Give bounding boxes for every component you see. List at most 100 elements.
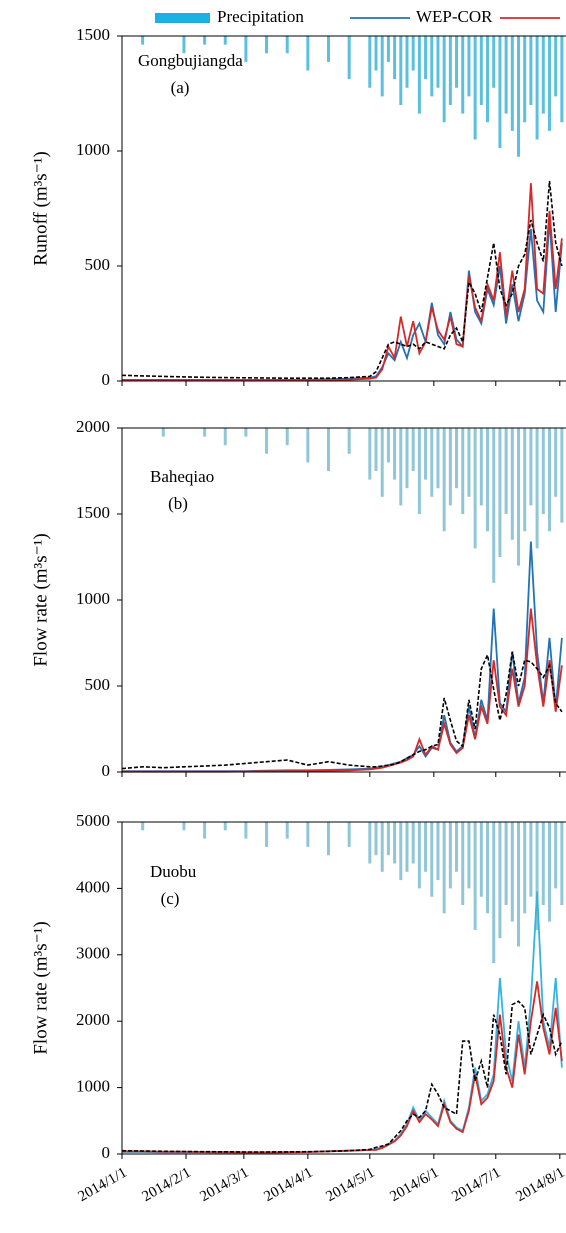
plot-area — [122, 428, 564, 773]
precipitation-bar — [182, 822, 186, 831]
precipitation-bar — [306, 36, 310, 71]
precipitation-bar — [380, 822, 384, 872]
precipitation-bar — [380, 428, 384, 497]
x-tick-label: 2014/5/1 — [323, 1165, 377, 1206]
precipitation-bar — [393, 822, 397, 864]
precipitation-bar — [442, 822, 446, 914]
precipitation-bar — [486, 428, 490, 532]
precipitation-bar — [405, 428, 409, 489]
precipitation-bar — [529, 428, 533, 506]
precipitation-bar — [547, 822, 551, 922]
precipitation-bar — [479, 428, 483, 506]
simulated-line — [122, 981, 563, 1154]
x-tick-label: 2014/6/1 — [387, 1165, 441, 1206]
precipitation-bar — [517, 428, 521, 566]
precipitation-bar — [182, 36, 186, 54]
precipitation-bar — [374, 36, 378, 71]
simulated-line — [122, 541, 563, 772]
y-tick-label: 1000 — [76, 589, 110, 608]
panel-title: Gongbujiangda — [138, 51, 243, 70]
x-tick-label: 2014/3/1 — [197, 1165, 251, 1206]
precipitation-bar — [399, 822, 403, 881]
precipitation-bar — [223, 36, 227, 45]
precipitation-bar — [368, 822, 372, 864]
precipitation-bar — [510, 822, 514, 922]
precipitation-bar — [510, 36, 514, 131]
precipitation-bar — [380, 36, 384, 97]
x-tick-label: 2014/8/1 — [513, 1165, 566, 1206]
precipitation-bar — [461, 428, 465, 514]
precipitation-bar — [306, 428, 310, 463]
precipitation-bar — [374, 822, 378, 856]
precipitation-bar — [417, 36, 421, 114]
y-tick-label: 0 — [102, 370, 111, 389]
panel-label: (a) — [171, 78, 190, 97]
precipitation-bar — [430, 36, 434, 97]
precipitation-bar — [417, 822, 421, 889]
precipitation-bar — [554, 822, 558, 889]
precipitation-bar — [467, 822, 471, 889]
precipitation-bar — [486, 36, 490, 123]
precipitation-bar — [327, 428, 331, 471]
y-tick-label: 1000 — [76, 1077, 110, 1096]
precipitation-bar — [541, 428, 545, 514]
precipitation-bar — [448, 822, 452, 889]
precipitation-bar — [203, 428, 207, 437]
precipitation-bar — [265, 428, 269, 454]
y-tick-label: 2000 — [76, 1010, 110, 1029]
precipitation-bar — [492, 36, 496, 88]
precipitation-bar — [141, 36, 145, 45]
precipitation-bar — [448, 428, 452, 506]
y-axis-label: Runoff (m³s⁻¹) — [30, 151, 51, 265]
precipitation-bar — [347, 36, 351, 80]
precipitation-bar — [244, 36, 248, 62]
legend-swatch — [155, 13, 210, 23]
precipitation-bar — [442, 36, 446, 123]
precipitation-bar — [430, 428, 434, 497]
y-axis-label: Flow rate (m³s⁻¹) — [30, 921, 51, 1054]
precipitation-bar — [547, 36, 551, 131]
y-tick-label: 2000 — [76, 417, 110, 436]
precipitation-bar — [547, 428, 551, 532]
precipitation-bar — [455, 428, 459, 489]
panel-title: Baheqiao — [150, 467, 214, 486]
precipitation-bar — [523, 36, 527, 123]
precipitation-bar — [368, 428, 372, 480]
panel-label: (c) — [161, 889, 180, 908]
precipitation-bar — [327, 822, 331, 856]
panel-title: Duobu — [150, 862, 197, 881]
precipitation-bar — [554, 428, 558, 497]
precipitation-bar — [455, 822, 459, 872]
precipitation-bar — [244, 428, 248, 437]
precipitation-bar — [244, 822, 248, 839]
plot-area — [122, 822, 564, 1154]
precipitation-bar — [223, 822, 227, 831]
x-tick-label: 2014/1/1 — [76, 1165, 130, 1206]
precipitation-bar — [461, 822, 465, 905]
precipitation-bar — [473, 428, 477, 549]
precipitation-bar — [417, 428, 421, 514]
y-tick-label: 1000 — [76, 140, 110, 159]
precipitation-bar — [517, 822, 521, 947]
precipitation-bar — [386, 428, 390, 463]
y-tick-label: 1500 — [76, 503, 110, 522]
precipitation-bar — [368, 36, 372, 88]
y-tick-label: 500 — [85, 255, 111, 274]
panel-label: (b) — [168, 494, 188, 513]
precipitation-bar — [541, 36, 545, 114]
precipitation-bar — [523, 822, 527, 914]
precipitation-bar — [492, 822, 496, 964]
precipitation-bar — [436, 36, 440, 88]
precipitation-bar — [203, 36, 207, 45]
precipitation-bar — [424, 428, 428, 480]
precipitation-bar — [535, 822, 539, 930]
precipitation-bar — [541, 822, 545, 905]
precipitation-bar — [393, 36, 397, 80]
plot-area — [122, 36, 564, 382]
simulated-line — [122, 608, 563, 773]
y-tick-label: 3000 — [76, 944, 110, 963]
y-tick-label: 0 — [102, 761, 111, 780]
simulated-line — [122, 183, 563, 382]
y-tick-label: 1500 — [76, 25, 110, 44]
